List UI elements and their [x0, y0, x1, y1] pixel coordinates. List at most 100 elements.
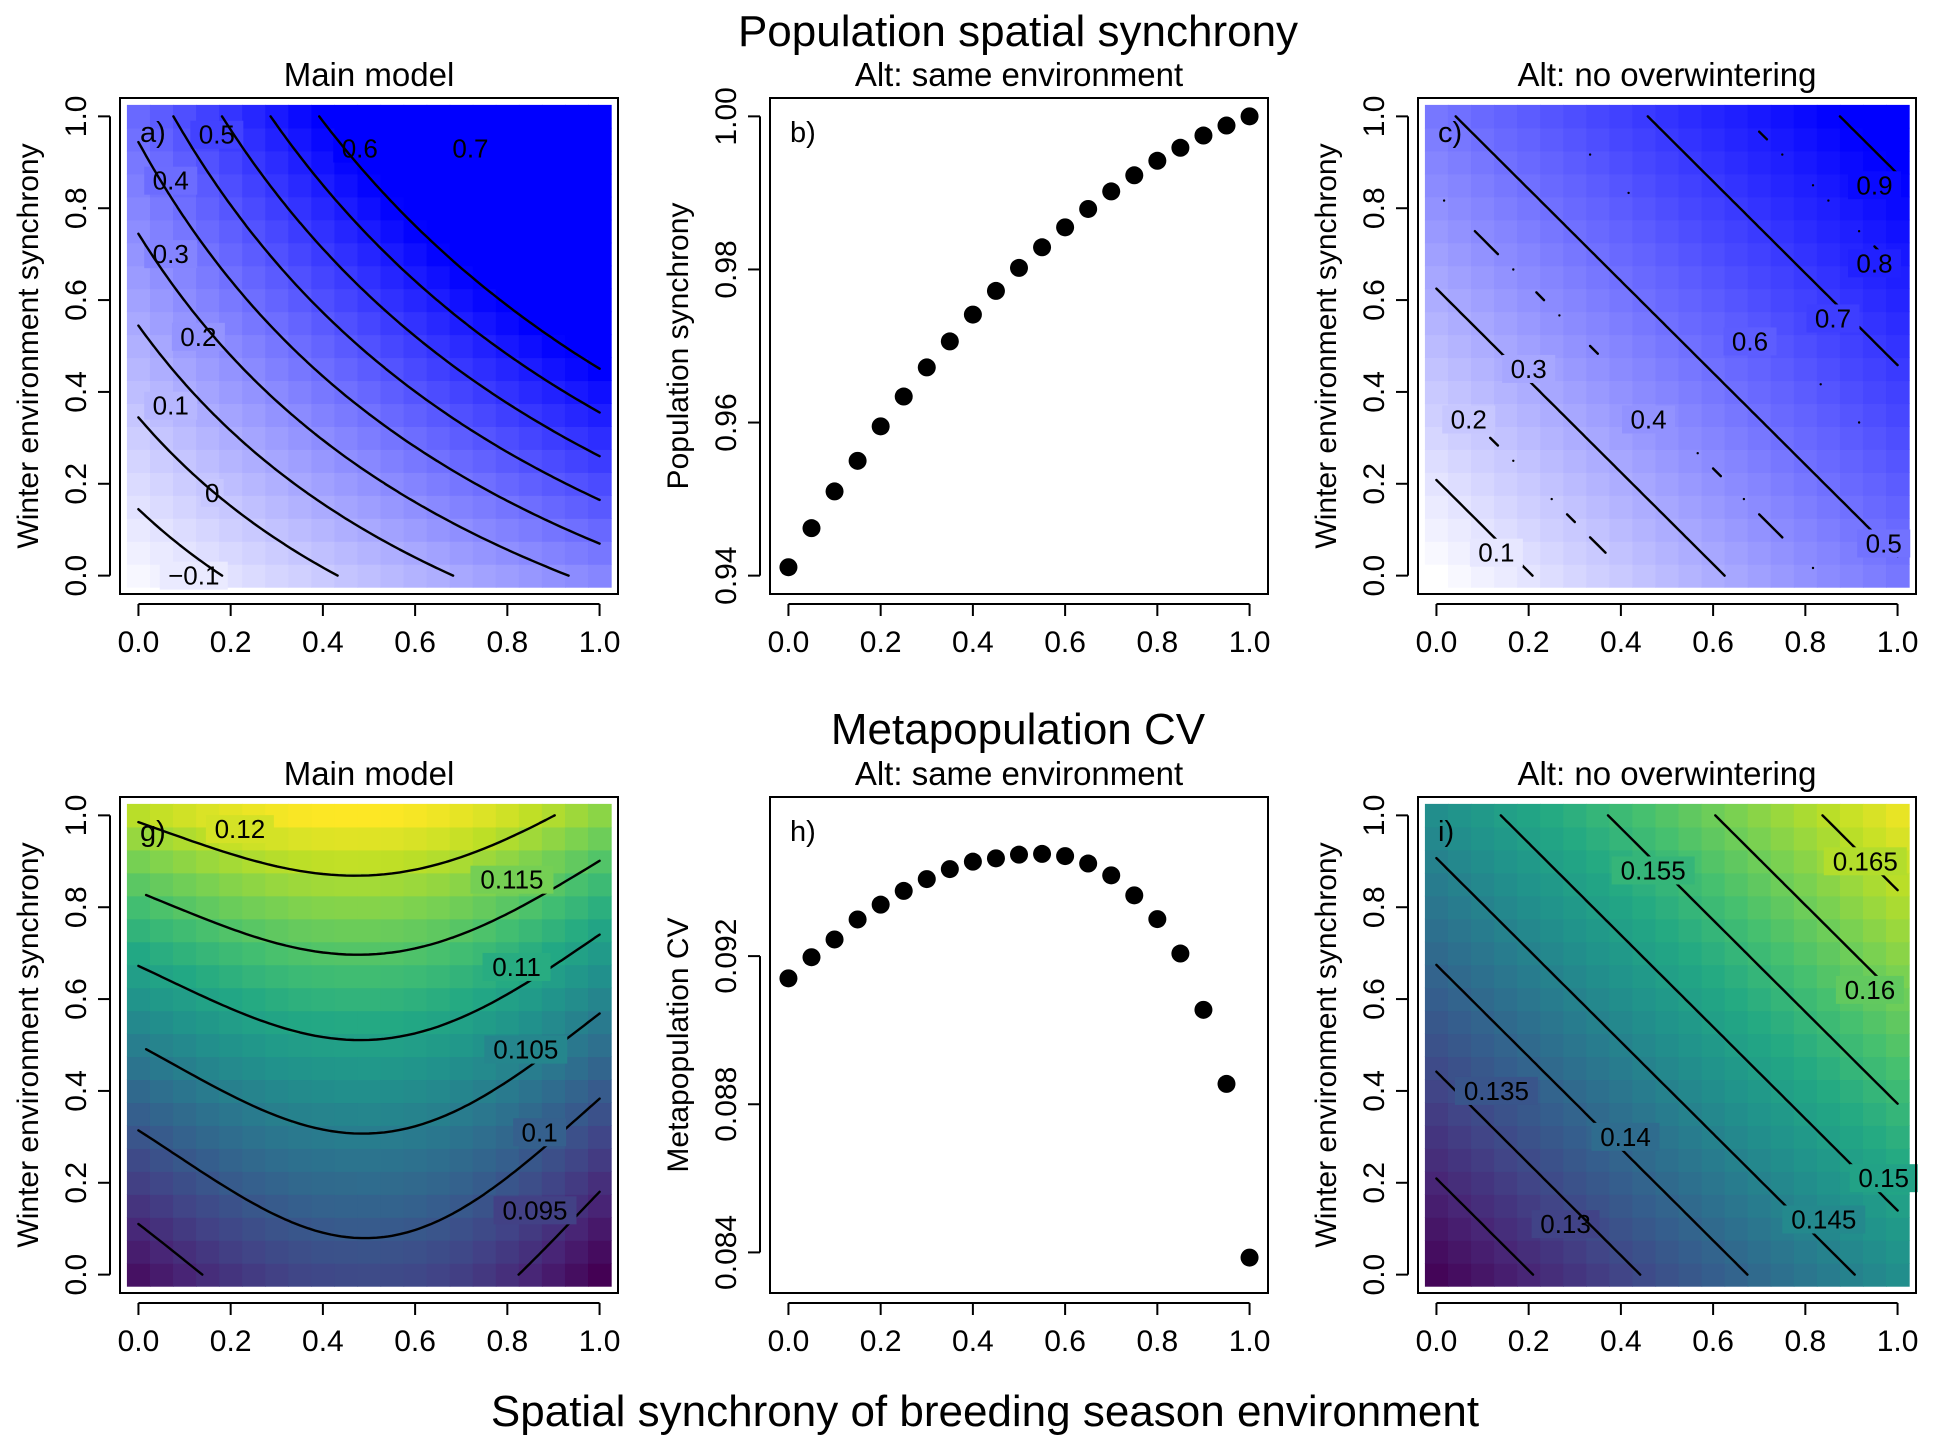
- heatmap-cell: [1563, 288, 1587, 313]
- heatmap-cell: [449, 1056, 474, 1081]
- heatmap-cell: [403, 495, 428, 519]
- panel-title: Main model: [284, 56, 455, 93]
- heatmap-cell: [288, 1056, 312, 1081]
- heatmap-cell: [288, 1148, 312, 1172]
- heatmap-cell: [357, 803, 382, 828]
- heatmap-cell: [1471, 564, 1495, 588]
- x-tick-label: 1.0: [1229, 1325, 1271, 1358]
- heatmap-cell: [1816, 895, 1841, 920]
- heatmap-cell: [357, 964, 382, 989]
- heatmap-cell: [472, 1263, 497, 1287]
- heatmap-cell: [1424, 541, 1449, 565]
- heatmap-cell: [1816, 1079, 1841, 1104]
- heatmap-cell: [564, 1010, 589, 1035]
- heatmap-cell: [1770, 449, 1795, 473]
- heatmap-cell: [334, 564, 359, 588]
- heatmap-cell: [1655, 964, 1680, 989]
- heatmap-cell: [1862, 334, 1887, 359]
- heatmap-cell: [1724, 104, 1749, 129]
- contour-line: [172, 115, 601, 502]
- heatmap-cell: [1770, 265, 1795, 290]
- heatmap-cell: [588, 1217, 612, 1241]
- heatmap-cell: [242, 104, 266, 129]
- heatmap-cell: [242, 895, 266, 920]
- heatmap-cell: [1724, 449, 1749, 473]
- heatmap-cell: [1540, 1056, 1564, 1081]
- heatmap-cell: [1793, 426, 1818, 450]
- heatmap-cell: [541, 357, 566, 382]
- heatmap-cell: [149, 803, 174, 828]
- heatmap-cell: [1471, 1240, 1495, 1264]
- heatmap-cell: [1609, 495, 1634, 519]
- heatmap-cell: [1494, 104, 1518, 129]
- heatmap-cell: [1586, 357, 1610, 382]
- heatmap-cell: [196, 1240, 220, 1264]
- y-tick-label: 0.088: [710, 1067, 743, 1142]
- heatmap-cell: [1678, 964, 1703, 989]
- heatmap-cell: [449, 196, 474, 221]
- x-tick-label: 0.0: [1416, 1325, 1458, 1358]
- heatmap-cell: [334, 311, 359, 336]
- heatmap-cell: [1632, 918, 1657, 943]
- heatmap-cell: [426, 564, 451, 588]
- heatmap-cell: [1816, 518, 1841, 542]
- heatmap-cell: [219, 1263, 243, 1287]
- heatmap-cell: [1586, 334, 1610, 359]
- heatmap-cell: [449, 987, 474, 1012]
- heatmap-cell: [1563, 941, 1587, 966]
- heatmap-cell: [1678, 1148, 1703, 1172]
- heatmap-cell: [1747, 127, 1772, 152]
- heatmap-cell: [1747, 1102, 1772, 1126]
- heatmap-cell: [1540, 1102, 1564, 1126]
- heatmap-cell: [173, 849, 197, 874]
- contour-label: 0.105: [493, 1035, 558, 1065]
- heatmap-cell: [1701, 564, 1726, 588]
- heatmap-cell: [149, 357, 174, 382]
- heatmap-cell: [1494, 564, 1518, 588]
- heatmap-cell: [357, 311, 382, 336]
- heatmap-cell: [219, 872, 243, 897]
- heatmap-cell: [588, 334, 612, 359]
- heatmap-cell: [1678, 426, 1703, 450]
- heatmap-cell: [1724, 1240, 1749, 1264]
- heatmap-cell: [426, 1263, 451, 1287]
- heatmap-cell: [1816, 1263, 1841, 1287]
- heatmap-cell: [219, 1240, 243, 1264]
- heatmap-cell: [265, 541, 289, 565]
- heatmap-cell: [403, 334, 428, 359]
- heatmap-cell: [1586, 895, 1610, 920]
- heatmap-cell: [1540, 150, 1564, 175]
- panel-label: g): [140, 816, 166, 848]
- heatmap-cell: [1540, 918, 1564, 943]
- heatmap-cell: [1586, 219, 1610, 244]
- heatmap-cell: [449, 964, 474, 989]
- heatmap-cell: [1517, 1263, 1541, 1287]
- heatmap-cell: [1563, 1125, 1587, 1149]
- heatmap-cell: [1701, 518, 1726, 542]
- heatmap-cell: [1447, 826, 1472, 851]
- heatmap-cell: [1655, 196, 1680, 221]
- heatmap-cell: [311, 826, 336, 851]
- heatmap-cell: [1724, 1217, 1749, 1241]
- heatmap-cell: [1886, 1056, 1910, 1081]
- heatmap-cell: [1701, 242, 1726, 267]
- heatmap-cell: [426, 242, 451, 267]
- heatmap-cell: [495, 265, 520, 290]
- heatmap-cell: [495, 918, 520, 943]
- heatmap-cell: [265, 334, 289, 359]
- heatmap-cell: [1494, 1125, 1518, 1149]
- heatmap-cell: [357, 357, 382, 382]
- heatmap-cell: [149, 849, 174, 874]
- heatmap-cell: [1701, 987, 1726, 1012]
- heatmap-cell: [149, 1194, 174, 1218]
- heatmap-cell: [1886, 1240, 1910, 1264]
- x-tick-label: 0.8: [1136, 626, 1178, 659]
- heatmap-cell: [472, 1217, 497, 1241]
- contour-label: 0.2: [180, 322, 216, 352]
- heatmap-cell: [265, 964, 289, 989]
- heatmap-cell: [1447, 1056, 1472, 1081]
- heatmap-cell: [1447, 104, 1472, 129]
- heatmap-cell: [588, 311, 612, 336]
- heatmap-cell: [173, 449, 197, 473]
- heatmap-cell: [265, 150, 289, 175]
